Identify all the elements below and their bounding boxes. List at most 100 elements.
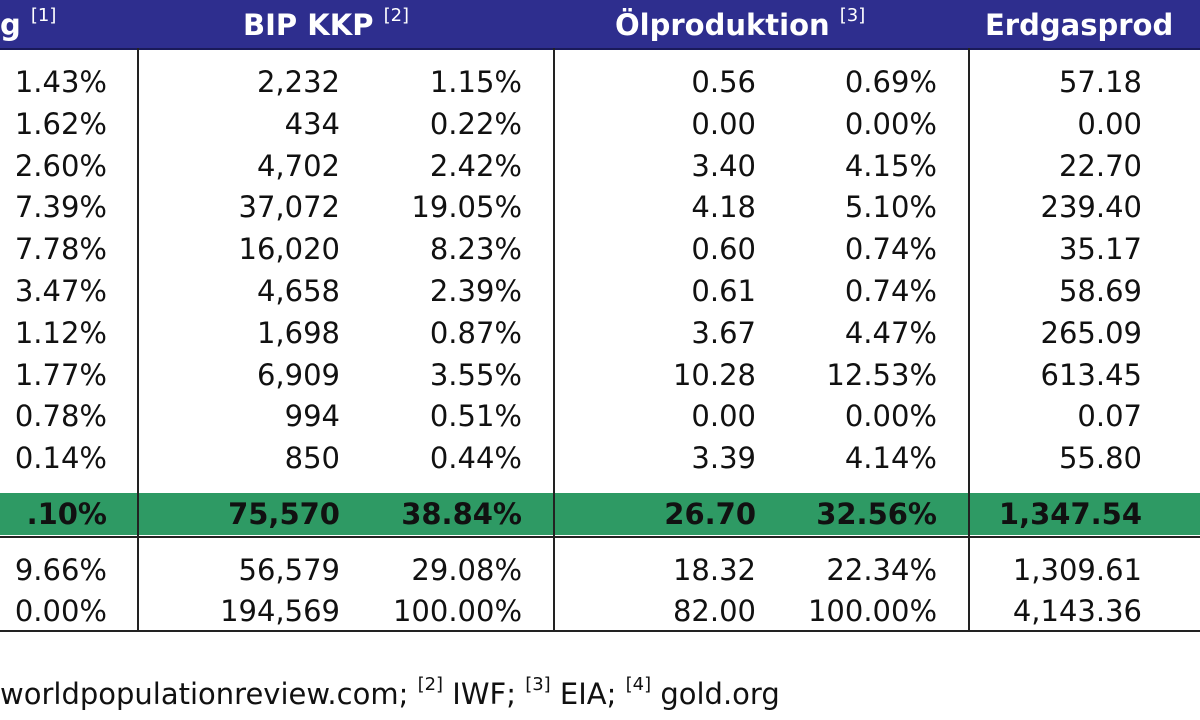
table-cell-c4: 0.00 — [691, 106, 756, 141]
table-cell-c5: 5.10% — [844, 190, 937, 225]
table-cell-c1: .10% — [26, 497, 107, 531]
table-cell-c5: 0.74% — [844, 232, 937, 267]
table-cell-c1: 0.78% — [14, 399, 107, 434]
table-cell-c3: 0.22% — [429, 106, 522, 141]
table-cell-c2: 37,072 — [238, 190, 340, 225]
table-cell-c3: 0.44% — [429, 441, 522, 476]
table-cell-c6: 22.70 — [1058, 148, 1142, 183]
table-cell-c6: 239.40 — [1040, 190, 1142, 225]
header-col-2-label: BIP KKP — [243, 8, 374, 42]
table-cell-c2: 994 — [284, 399, 340, 434]
table-cell-c1: 3.47% — [14, 274, 107, 308]
footnote-source-2: IWF; — [443, 677, 526, 711]
table-cell-c5: 4.14% — [844, 441, 937, 476]
table-cell-c6: 58.69 — [1058, 274, 1142, 308]
table-cell-c1: 7.39% — [14, 190, 107, 225]
table-header: g [1] BIP KKP [2] Ölproduktion [3] Erdga… — [0, 0, 1200, 50]
table-cell-c1: 1.77% — [14, 357, 107, 392]
table-cell-c6: 0.00 — [1077, 106, 1142, 141]
header-col-1-note: [1] — [30, 5, 57, 26]
header-col-2-note: [2] — [383, 5, 410, 26]
table-cell-c3: 2.39% — [429, 274, 522, 308]
total-row-band — [0, 493, 1200, 535]
header-col-4-label: Erdgasprod — [985, 8, 1174, 42]
table-cell-c4: 18.32 — [672, 553, 756, 587]
table-cell-c3: 3.55% — [429, 357, 522, 392]
header-col-2: BIP KKP [2] — [243, 0, 409, 48]
source-footnote: worldpopulationreview.com; [2] IWF; [3] … — [0, 672, 1200, 716]
footnote-note-3: [3] — [525, 674, 551, 695]
table-cell-c3: 100.00% — [392, 594, 522, 628]
table-cell-c1: 1.62% — [14, 106, 107, 141]
table-cell-c5: 0.00% — [844, 399, 937, 434]
footnote-source-3: EIA; — [550, 677, 626, 711]
divider-table-bottom — [0, 630, 1200, 632]
table-cell-c5: 32.56% — [816, 497, 937, 531]
table-cell-c5: 12.53% — [826, 357, 937, 392]
table-cell-c5: 0.00% — [844, 106, 937, 141]
divider-after-total — [0, 536, 1200, 538]
table-cell-c6: 4,143.36 — [1012, 594, 1142, 628]
table-cell-c3: 29.08% — [411, 553, 522, 587]
table-cell-c2: 1,698 — [256, 315, 340, 350]
table-cell-c5: 4.47% — [844, 315, 937, 350]
table-cell-c4: 82.00 — [672, 594, 756, 628]
table-cell-c2: 4,658 — [256, 274, 340, 308]
table-cell-c4: 0.60 — [691, 232, 756, 267]
table-cell-c1: 9.66% — [14, 553, 107, 587]
column-divider-2 — [553, 48, 555, 632]
table-cell-c3: 8.23% — [429, 232, 522, 267]
footnote-source-1: worldpopulationreview.com; — [0, 677, 418, 711]
table-cell-c4: 10.28 — [672, 357, 756, 392]
table-cell-c4: 3.67 — [691, 315, 756, 350]
table-cell-c3: 2.42% — [429, 148, 522, 183]
table-cell-c1: 7.78% — [14, 232, 107, 267]
table-cell-c3: 0.51% — [429, 399, 522, 434]
table-cell-c6: 55.80 — [1058, 441, 1142, 476]
footnote-note-4: [4] — [625, 674, 652, 695]
header-col-4: Erdgasprod — [985, 0, 1200, 48]
table-cell-c4: 3.40 — [691, 148, 756, 183]
table-cell-c2: 75,570 — [228, 497, 340, 531]
table-cell-c2: 16,020 — [238, 232, 340, 267]
table-cell-c2: 2,232 — [256, 65, 340, 99]
table-cell-c6: 1,347.54 — [998, 497, 1142, 531]
table-cell-c4: 0.56 — [691, 65, 756, 99]
table-cell-c3: 38.84% — [401, 497, 522, 531]
footnote-note-2: [2] — [417, 674, 444, 695]
header-col-1: g [1] — [0, 0, 56, 48]
header-col-3: Ölproduktion [3] — [615, 0, 865, 48]
table-cell-c1: 0.00% — [14, 594, 107, 628]
table-cell-c3: 0.87% — [429, 315, 522, 350]
table-cell-c6: 265.09 — [1040, 315, 1142, 350]
column-divider-1 — [137, 48, 139, 632]
table-cell-c3: 19.05% — [411, 190, 522, 225]
footnote-source-4: gold.org — [651, 677, 780, 711]
table-cell-c5: 22.34% — [826, 553, 937, 587]
table-cell-c2: 56,579 — [238, 553, 340, 587]
header-col-3-label: Ölproduktion — [615, 8, 830, 42]
table-cell-c1: 1.43% — [14, 65, 107, 99]
table-cell-c2: 850 — [284, 441, 340, 476]
table-cell-c5: 0.74% — [844, 274, 937, 308]
table-cell-c2: 434 — [284, 106, 340, 141]
table-cell-c4: 0.61 — [691, 274, 756, 308]
table-cell-c6: 35.17 — [1058, 232, 1142, 267]
table-cell-c5: 4.15% — [844, 148, 937, 183]
header-col-3-note: [3] — [839, 5, 866, 26]
column-divider-3 — [968, 48, 970, 632]
table-cell-c6: 0.07 — [1077, 399, 1142, 434]
table-cell-c4: 0.00 — [691, 399, 756, 434]
table-cell-c5: 0.69% — [844, 65, 937, 99]
table-cell-c5: 100.00% — [807, 594, 937, 628]
header-col-1-label: g — [0, 8, 21, 42]
table-cell-c6: 613.45 — [1040, 357, 1142, 392]
table-cell-c6: 57.18 — [1058, 65, 1142, 99]
table-cell-c2: 6,909 — [256, 357, 340, 392]
table-cell-c1: 0.14% — [14, 441, 107, 476]
table-cell-c4: 4.18 — [691, 190, 756, 225]
table-cell-c4: 3.39 — [691, 441, 756, 476]
table-cell-c2: 194,569 — [220, 594, 340, 628]
table-cell-c1: 1.12% — [14, 315, 107, 350]
